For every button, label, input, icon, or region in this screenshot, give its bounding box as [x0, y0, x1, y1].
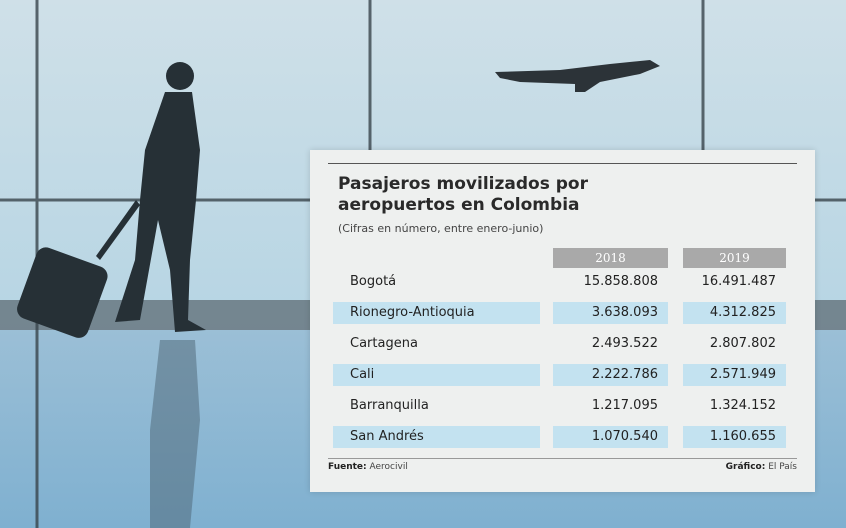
subtitle: (Cifras en número, entre enero-junio) [338, 222, 543, 235]
credit: El País [768, 462, 797, 472]
credit-label: Gráfico: [726, 462, 766, 472]
cell-value: 1.160.655 [683, 426, 786, 448]
cell-value: 2.493.522 [553, 333, 668, 355]
row-label: Bogotá [333, 271, 540, 293]
cell-value: 2.807.802 [683, 333, 786, 355]
source: Aerocivil [370, 462, 408, 472]
row-label: Rionegro-Antioquia [333, 302, 540, 324]
cell-value: 16.491.487 [683, 271, 786, 293]
page: Pasajeros movilizados por aeropuertos en… [0, 0, 846, 528]
cell-value: 2.222.786 [553, 364, 668, 386]
row-label: Cali [333, 364, 540, 386]
cell-value: 1.217.095 [553, 395, 668, 417]
row-label: San Andrés [333, 426, 540, 448]
rule [328, 163, 797, 164]
footer: Fuente: Aerocivil Gráfico: El País [328, 458, 797, 472]
cell-value: 4.312.825 [683, 302, 786, 324]
source-label: Fuente: [328, 462, 367, 472]
table-panel: Pasajeros movilizados por aeropuertos en… [310, 150, 815, 492]
row-label: Cartagena [333, 333, 540, 355]
cell-value: 1.070.540 [553, 426, 668, 448]
cell-value: 2.571.949 [683, 364, 786, 386]
column-header: 2018 [553, 248, 668, 268]
cell-value: 3.638.093 [553, 302, 668, 324]
title: Pasajeros movilizados por aeropuertos en… [338, 174, 628, 216]
row-label: Barranquilla [333, 395, 540, 417]
column-header: 2019 [683, 248, 786, 268]
cell-value: 15.858.808 [553, 271, 668, 293]
cell-value: 1.324.152 [683, 395, 786, 417]
